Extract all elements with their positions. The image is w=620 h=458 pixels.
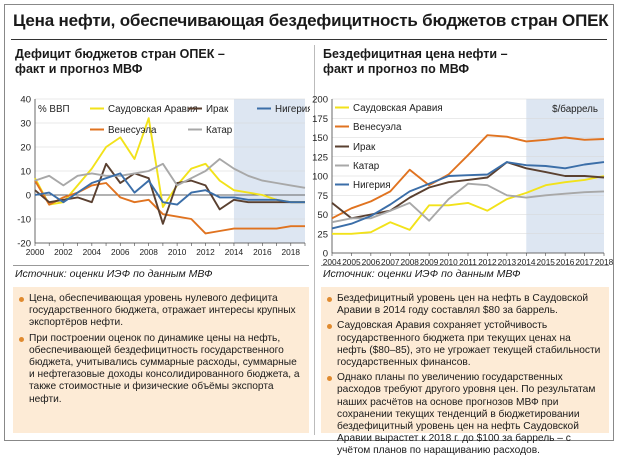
panel-divider bbox=[314, 45, 315, 435]
x-tick-label: 2012 bbox=[478, 257, 497, 265]
legend-label-qatar: Катар bbox=[353, 161, 380, 172]
right-note-1: Бездефицитный уровень цен на нефть в Сау… bbox=[327, 293, 603, 317]
right-panel-title: Бездефицитная цена нефти – факт и прогно… bbox=[323, 47, 508, 77]
left-heading-line2: факт и прогноз МВФ bbox=[15, 62, 143, 76]
y-tick-label: 25 bbox=[317, 229, 328, 240]
x-tick-label: 2004 bbox=[323, 257, 342, 265]
x-tick-label: 2018 bbox=[282, 247, 301, 257]
x-tick-label: 2017 bbox=[575, 257, 594, 265]
x-tick-label: 2009 bbox=[420, 257, 439, 265]
y-tick-label: 20 bbox=[20, 143, 31, 154]
y-tick-label: 50 bbox=[317, 210, 328, 221]
x-tick-label: 2007 bbox=[381, 257, 400, 265]
left-notes-box: Цена, обеспечивающая уровень нулевого де… bbox=[13, 287, 309, 433]
left-panel-title: Дефицит бюджетов стран ОПЕК – факт и про… bbox=[15, 47, 225, 77]
x-tick-label: 2016 bbox=[556, 257, 575, 265]
legend-label-qatar: Катар bbox=[206, 125, 233, 136]
y-tick-label: 30 bbox=[20, 119, 31, 130]
legend-label-venezuela: Венесуэла bbox=[108, 125, 157, 136]
series-line-nigeria bbox=[331, 161, 605, 230]
unit-label: % ВВП bbox=[38, 104, 70, 115]
x-tick-label: 2010 bbox=[439, 257, 458, 265]
unit-label: $/баррель bbox=[552, 104, 598, 115]
legend-label-iran: Ирак bbox=[353, 142, 376, 153]
x-tick-label: 2012 bbox=[196, 247, 215, 257]
left-note-1: Цена, обеспечивающая уровень нулевого де… bbox=[19, 293, 303, 330]
x-tick-label: 2011 bbox=[459, 257, 477, 265]
left-note-2: При построении оценок по динамике цены н… bbox=[19, 333, 303, 406]
right-heading-line1: Бездефицитная цена нефти – bbox=[323, 47, 508, 61]
x-tick-label: 2016 bbox=[253, 247, 272, 257]
x-tick-label: 2014 bbox=[225, 247, 244, 257]
right-note-3: Однако планы по увеличению государственн… bbox=[327, 372, 603, 457]
left-source: Источник: оценки ИЭФ по данным МВФ bbox=[15, 268, 213, 280]
legend-label-venezuela: Венесуэла bbox=[353, 122, 402, 133]
x-tick-label: 2006 bbox=[362, 257, 381, 265]
x-tick-label: 2014 bbox=[517, 257, 536, 265]
x-tick-label: 2005 bbox=[342, 257, 361, 265]
y-tick-label: -20 bbox=[17, 239, 31, 250]
left-source-rule bbox=[13, 265, 309, 266]
legend-label-saudi: Саудовская Аравия bbox=[353, 103, 443, 114]
y-tick-label: 175 bbox=[312, 114, 328, 125]
series-line-qatar bbox=[34, 158, 306, 189]
x-tick-label: 2002 bbox=[54, 247, 73, 257]
x-tick-label: 2004 bbox=[83, 247, 102, 257]
y-tick-label: 125 bbox=[312, 152, 328, 163]
left-heading-line1: Дефицит бюджетов стран ОПЕК – bbox=[15, 47, 225, 61]
infographic-frame: Цена нефти, обеспечивающая бездефицитнос… bbox=[4, 4, 614, 456]
right-heading-line2: факт и прогноз по МВФ bbox=[323, 62, 470, 76]
x-tick-label: 2018 bbox=[595, 257, 614, 265]
legend-label-nigeria: Нигерия bbox=[275, 104, 310, 115]
x-tick-label: 2000 bbox=[26, 247, 45, 257]
deficit-chart: -20 -10 0 10 20 30 40 2000 2002 2004 2006 2008 2010 2… bbox=[17, 95, 310, 258]
x-tick-label: 2008 bbox=[400, 257, 419, 265]
x-tick-label: 2013 bbox=[498, 257, 517, 265]
x-tick-label: 2008 bbox=[139, 247, 158, 257]
y-tick-label: 10 bbox=[20, 167, 31, 178]
series-line-saudi bbox=[34, 117, 305, 208]
x-tick-label: 2010 bbox=[168, 247, 187, 257]
legend-label-iran: Ирак bbox=[206, 104, 229, 115]
series-line-venezuela bbox=[331, 134, 605, 220]
y-tick-label: 100 bbox=[312, 172, 328, 183]
series-line-nigeria bbox=[34, 172, 305, 206]
right-source-rule bbox=[321, 265, 609, 266]
y-tick-label: 75 bbox=[317, 191, 328, 202]
legend-label-nigeria: Нигерия bbox=[353, 180, 391, 191]
right-note-2: Саудовская Аравия сохраняет устойчивость… bbox=[327, 320, 603, 369]
y-tick-label: -10 bbox=[17, 215, 31, 226]
right-notes-box: Бездефицитный уровень цен на нефть в Сау… bbox=[321, 287, 609, 456]
x-tick-label: 2006 bbox=[111, 247, 130, 257]
y-tick-label: 40 bbox=[20, 95, 31, 106]
series-line-saudi bbox=[332, 175, 605, 235]
y-tick-label: 150 bbox=[312, 133, 328, 144]
y-tick-label: 0 bbox=[26, 191, 31, 202]
title-divider bbox=[11, 39, 607, 40]
page-title: Цена нефти, обеспечивающая бездефицитнос… bbox=[13, 11, 609, 30]
series-line-qatar bbox=[331, 182, 605, 224]
y-tick-label: 200 bbox=[312, 95, 328, 106]
x-tick-label: 2015 bbox=[536, 257, 555, 265]
y-tick-label: 0 bbox=[323, 249, 328, 260]
right-source: Источник: оценки ИЭФ по данным МВФ bbox=[323, 268, 521, 280]
legend-label-saudi: Саудовская Аравия bbox=[108, 104, 198, 115]
